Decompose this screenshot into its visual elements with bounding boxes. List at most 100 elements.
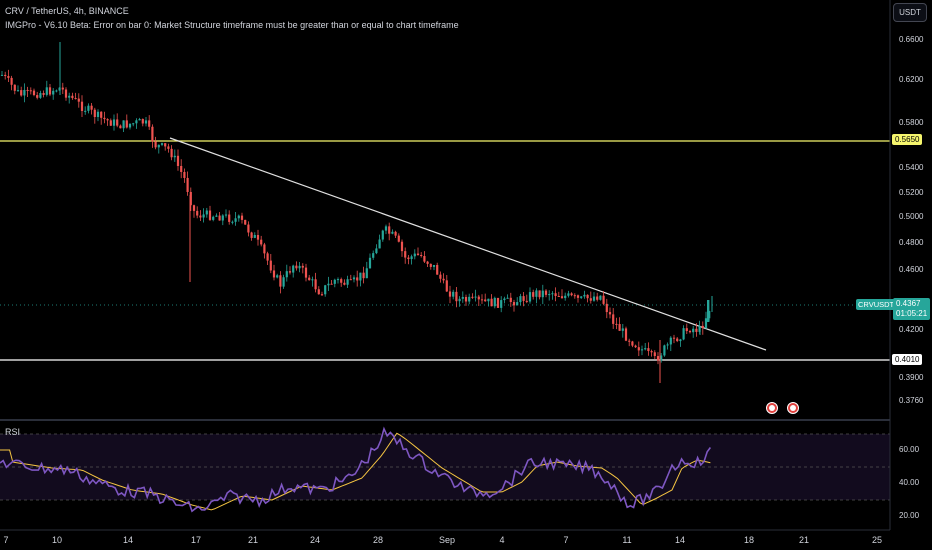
- candle-body: [16, 90, 20, 92]
- current-price-tag: 0.4367 01:05:21: [893, 298, 931, 320]
- candle-body: [535, 290, 538, 297]
- price-label: 0.4200: [899, 325, 924, 334]
- event-marker-icon[interactable]: [787, 402, 799, 414]
- candle-body: [644, 348, 647, 350]
- candle-body: [228, 214, 231, 222]
- candle-body: [119, 125, 122, 129]
- candle-body: [512, 302, 516, 306]
- candle-body: [340, 279, 343, 283]
- candle-body: [672, 337, 676, 339]
- candle-body: [647, 348, 650, 352]
- candle-body: [570, 293, 573, 296]
- candle-body: [74, 98, 77, 100]
- price-label: 0.5800: [899, 118, 924, 127]
- candle-body: [212, 216, 215, 220]
- candle-body: [282, 277, 285, 287]
- candle-body: [260, 239, 263, 245]
- candle-body: [618, 324, 621, 331]
- current-price-value: 0.4367: [896, 299, 921, 308]
- candle-body: [93, 109, 96, 117]
- candle-body: [378, 239, 381, 249]
- candle-body: [487, 298, 490, 302]
- candle-body: [519, 296, 522, 303]
- price-label: 0.3900: [899, 373, 924, 382]
- candle-body: [375, 248, 378, 254]
- candle-body: [144, 120, 148, 124]
- candle-body: [426, 261, 429, 264]
- candle-body: [576, 295, 580, 298]
- candle-body: [128, 123, 132, 128]
- candle-body: [669, 337, 672, 345]
- candle-body: [109, 120, 112, 126]
- candle-body: [548, 294, 551, 296]
- candle-body: [103, 117, 106, 120]
- time-label: 21: [247, 535, 259, 545]
- candle-body: [208, 210, 212, 220]
- rsi-axis-label: 60.00: [899, 445, 920, 454]
- candle-body: [272, 270, 276, 278]
- candle-body: [71, 95, 74, 99]
- candle-body: [612, 314, 615, 324]
- candle-body: [164, 143, 167, 147]
- candle-body: [541, 290, 544, 298]
- currency-button[interactable]: USDT: [893, 3, 927, 22]
- candle-body: [589, 298, 592, 301]
- candle-body: [180, 165, 183, 172]
- candle-body: [384, 226, 388, 231]
- candle-body: [560, 296, 564, 299]
- chart-title[interactable]: CRV / TetherUS, 4h, BINANCE: [5, 6, 129, 16]
- candle-body: [0, 74, 4, 76]
- candle-body: [330, 283, 333, 285]
- candle-body: [388, 226, 391, 234]
- time-label: 4: [499, 535, 505, 545]
- candle-body: [480, 299, 484, 301]
- rsi-label[interactable]: RSI: [5, 427, 21, 437]
- candle-body: [461, 296, 464, 299]
- rsi-pane: [0, 426, 890, 513]
- candle-body: [154, 141, 157, 148]
- candle-body: [381, 230, 384, 240]
- candle-body: [20, 90, 23, 96]
- candle-body: [167, 146, 170, 149]
- candle-body: [605, 303, 608, 313]
- time-label: 10: [51, 535, 63, 545]
- candle-body: [266, 253, 269, 261]
- candle-body: [420, 255, 423, 257]
- candle-body: [327, 283, 330, 286]
- candle-body: [372, 253, 375, 258]
- price-label: 0.6600: [899, 35, 924, 44]
- price-label: 0.5000: [899, 212, 924, 221]
- candle-body: [701, 325, 704, 329]
- candle-body: [682, 328, 685, 340]
- candle-body: [458, 298, 461, 302]
- candle-body: [516, 302, 519, 306]
- candle-body: [48, 87, 52, 95]
- time-label: 7: [3, 535, 9, 545]
- candle-body: [269, 260, 272, 271]
- candle-body: [634, 345, 637, 348]
- candle-body: [538, 290, 541, 298]
- candle-body: [666, 344, 669, 346]
- candle-body: [621, 328, 624, 331]
- candle-body: [247, 224, 250, 233]
- candle-body: [554, 293, 557, 296]
- candle-body: [170, 148, 173, 158]
- candle-body: [199, 215, 202, 218]
- candle-body: [64, 89, 68, 98]
- candle-body: [368, 257, 372, 269]
- candle-body: [23, 89, 26, 96]
- candle-body: [615, 323, 618, 325]
- candle-body: [196, 210, 199, 216]
- candle-body: [336, 279, 340, 281]
- candle-body: [231, 221, 234, 223]
- candle-body: [599, 295, 602, 300]
- candle-body: [349, 279, 352, 281]
- candle-body: [279, 275, 282, 287]
- candle-body: [586, 294, 589, 299]
- time-label: 25: [871, 535, 883, 545]
- event-marker-icon[interactable]: [766, 402, 778, 414]
- candle-body: [276, 275, 279, 278]
- candle-body: [416, 253, 420, 256]
- candle-body: [359, 272, 362, 281]
